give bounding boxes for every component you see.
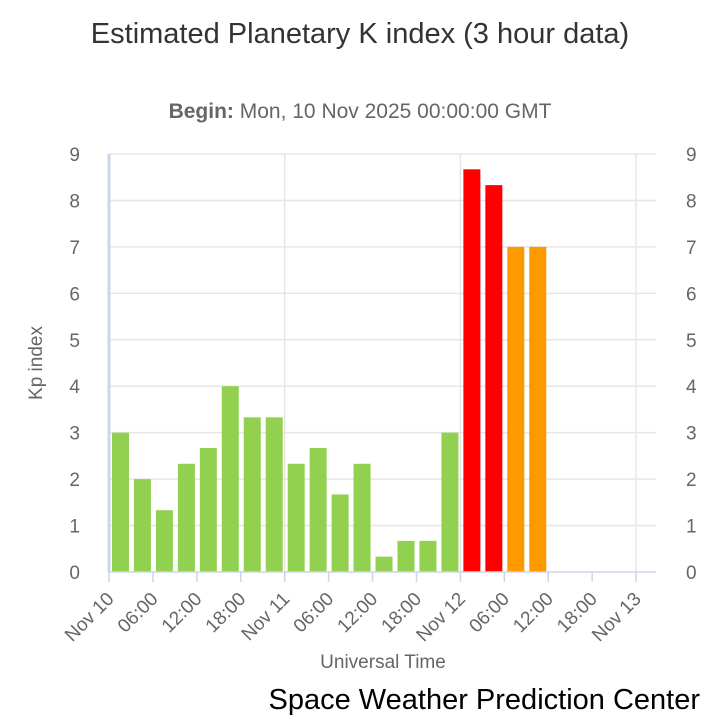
kp-bar [287,463,305,572]
kp-bar [155,510,173,572]
kp-bar [177,463,195,572]
y-tick-label-left: 1 [69,517,80,538]
x-tick-label: Nov 12 [413,589,470,646]
x-tick-label: 12:00 [158,589,206,637]
y-tick-label-right: 0 [686,563,697,584]
y-tick-label-left: 5 [69,331,80,352]
y-tick-label-right: 8 [686,191,697,212]
subtitle-label: Begin: [168,100,234,123]
x-axis-title: Universal Time [320,652,446,673]
kp-bar [133,479,151,572]
chart-title: Estimated Planetary K index (3 hour data… [90,18,630,50]
y-tick-label-right: 6 [686,284,697,305]
y-tick-label-left: 9 [69,145,80,166]
y-tick-label-left: 8 [69,191,80,212]
x-tick-label: Nov 13 [588,589,645,646]
x-tick-label: 06:00 [465,589,513,637]
y-tick-label-right: 2 [686,470,697,491]
kp-bar [397,540,415,572]
y-tick-label-right: 3 [686,424,697,445]
kp-bar [309,447,327,572]
y-tick-label-right: 4 [686,377,697,398]
x-tick-label: Nov 10 [61,589,118,646]
y-tick-label-left: 7 [69,238,80,259]
x-tick-label: Nov 11 [238,589,294,645]
kp-bar [529,246,547,572]
y-axis-title: Kp index [26,326,47,400]
y-tick-label-right: 1 [686,517,697,538]
y-tick-label-left: 6 [69,284,80,305]
kp-bar [463,169,481,572]
chart-subtitle: Begin: Mon, 10 Nov 2025 00:00:00 GMT [0,100,720,124]
kp-bar [441,432,459,572]
x-tick-label: 06:00 [290,589,338,637]
y-tick-label-left: 4 [69,377,80,398]
y-tick-label-left: 3 [69,424,80,445]
kp-bar [331,494,349,572]
kp-bar [265,417,283,572]
kp-bar [243,417,261,572]
kp-bar [221,386,239,572]
kp-bar [485,185,503,572]
x-tick-label: 12:00 [509,589,557,637]
kp-bar [419,540,437,572]
credit: Space Weather Prediction Center [268,684,700,716]
kp-bar [111,432,129,572]
kp-bar [353,463,371,572]
y-tick-label-right: 5 [686,331,697,352]
y-tick-label-left: 0 [69,563,80,584]
x-tick-label: 06:00 [114,589,162,637]
kp-bar [507,246,525,572]
y-tick-label-left: 2 [69,470,80,491]
x-tick-label: 12:00 [334,589,382,637]
kp-bar [199,447,217,572]
y-tick-label-right: 9 [686,145,697,166]
subtitle-value: Mon, 10 Nov 2025 00:00:00 GMT [239,100,552,123]
kp-bar [375,556,393,572]
y-tick-label-right: 7 [686,238,697,259]
